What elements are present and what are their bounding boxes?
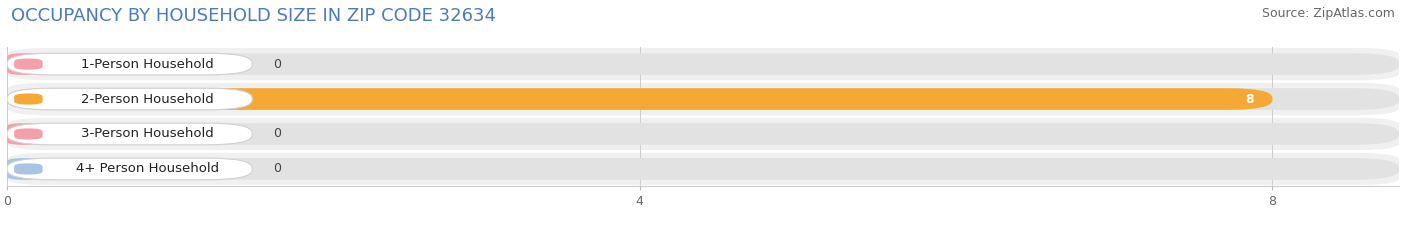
- Text: 0: 0: [273, 58, 281, 71]
- FancyBboxPatch shape: [6, 48, 1400, 80]
- FancyBboxPatch shape: [14, 128, 42, 140]
- Text: OCCUPANCY BY HOUSEHOLD SIZE IN ZIP CODE 32634: OCCUPANCY BY HOUSEHOLD SIZE IN ZIP CODE …: [11, 7, 496, 25]
- Text: Source: ZipAtlas.com: Source: ZipAtlas.com: [1261, 7, 1395, 20]
- FancyBboxPatch shape: [7, 158, 252, 180]
- Text: 0: 0: [273, 162, 281, 175]
- FancyBboxPatch shape: [7, 123, 42, 145]
- FancyBboxPatch shape: [7, 158, 1399, 180]
- FancyBboxPatch shape: [6, 118, 1400, 150]
- Text: 8: 8: [1244, 93, 1254, 106]
- FancyBboxPatch shape: [14, 93, 42, 105]
- FancyBboxPatch shape: [7, 88, 1272, 110]
- FancyBboxPatch shape: [7, 158, 42, 180]
- Text: 0: 0: [273, 127, 281, 140]
- Text: 2-Person Household: 2-Person Household: [82, 93, 214, 106]
- FancyBboxPatch shape: [14, 163, 42, 175]
- FancyBboxPatch shape: [7, 53, 252, 75]
- Text: 4+ Person Household: 4+ Person Household: [76, 162, 219, 175]
- Text: 1-Person Household: 1-Person Household: [82, 58, 214, 71]
- FancyBboxPatch shape: [7, 88, 1399, 110]
- FancyBboxPatch shape: [7, 123, 252, 145]
- FancyBboxPatch shape: [7, 53, 1399, 75]
- Text: 3-Person Household: 3-Person Household: [82, 127, 214, 140]
- FancyBboxPatch shape: [6, 83, 1400, 115]
- FancyBboxPatch shape: [7, 53, 42, 75]
- FancyBboxPatch shape: [7, 123, 1399, 145]
- FancyBboxPatch shape: [7, 88, 252, 110]
- FancyBboxPatch shape: [6, 153, 1400, 185]
- FancyBboxPatch shape: [14, 58, 42, 70]
